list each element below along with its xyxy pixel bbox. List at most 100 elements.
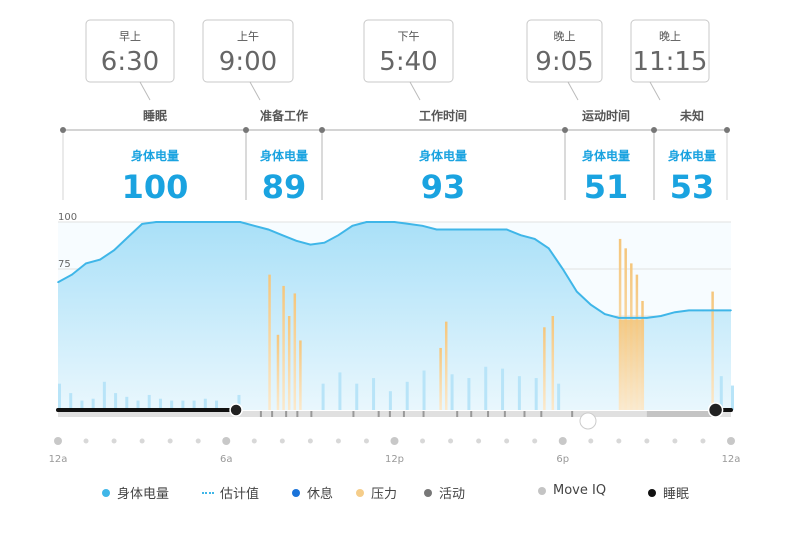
rest-bar	[192, 400, 196, 410]
legend-item: Move IQ	[538, 483, 606, 498]
x-tick-label: 12p	[385, 454, 404, 465]
body-battery-point	[505, 228, 508, 231]
activity-mark	[470, 411, 473, 417]
rest-bar	[534, 378, 538, 410]
body-battery-point	[604, 313, 606, 315]
legend-swatch	[424, 488, 432, 497]
stress-bar	[299, 340, 302, 410]
legend-label: 休息	[307, 487, 334, 502]
activity-mark	[571, 411, 574, 417]
rest-bar	[388, 391, 392, 410]
hour-tick	[195, 438, 201, 444]
legend-item: 身体电量	[102, 483, 169, 502]
activity-shoe-icon	[579, 412, 597, 430]
hour-tick	[644, 438, 650, 444]
x-tick-label: 6p	[556, 454, 569, 465]
body-battery-point	[449, 228, 452, 231]
callout-pointer	[649, 81, 661, 101]
body-battery-point	[71, 273, 73, 276]
rest-bar	[215, 400, 219, 410]
body-battery-point	[618, 317, 620, 319]
hour-tick	[279, 438, 285, 444]
rest-bar	[450, 374, 454, 410]
body-battery-point	[253, 224, 256, 227]
segment-activity: 睡眠	[143, 108, 167, 123]
plot-area: 255075100	[57, 212, 734, 410]
callout-time: 11:15	[633, 47, 708, 77]
stress-bar	[287, 316, 291, 410]
legend-swatch	[648, 488, 656, 497]
y-tick-label: 100	[58, 212, 77, 223]
hour-tick	[390, 437, 399, 445]
segment-activity: 未知	[679, 108, 704, 123]
hour-tick	[307, 438, 313, 444]
body-battery-point	[379, 221, 382, 223]
body-battery-point	[674, 311, 676, 314]
hour-tick	[83, 438, 89, 444]
stress-bar	[551, 316, 555, 410]
hour-tick	[476, 438, 482, 444]
time-callout: 晚上 11:15	[630, 19, 710, 101]
rest-bar	[321, 383, 325, 410]
body-battery-point	[393, 221, 396, 223]
body-battery-point	[169, 221, 171, 223]
stress-bar	[293, 293, 297, 410]
segment-metric-label: 身体电量	[260, 148, 308, 163]
rest-bar	[125, 396, 129, 410]
body-battery-point	[267, 228, 270, 231]
callout-time: 6:30	[101, 47, 159, 77]
legend-label: 估计值	[220, 487, 260, 502]
body-battery-point	[225, 221, 228, 223]
body-battery-point	[155, 221, 157, 223]
stress-bar	[268, 274, 271, 410]
rest-bar	[114, 393, 118, 410]
stress-bar	[439, 347, 442, 410]
callout-box	[630, 19, 710, 83]
legend-label: 睡眠	[663, 487, 690, 502]
stress-block	[618, 319, 645, 410]
body-battery-point	[141, 223, 143, 225]
activity-mark	[259, 411, 262, 417]
stress-bar	[282, 285, 285, 410]
body-battery-point	[491, 228, 494, 231]
body-battery-point	[730, 309, 732, 312]
rest-bar	[338, 372, 342, 410]
rest-bar	[731, 385, 734, 410]
callout-time: 9:05	[535, 47, 593, 77]
legend-item: 休息	[292, 483, 333, 502]
body-battery-point	[688, 309, 690, 312]
body-battery-point	[646, 317, 648, 319]
hour-tick	[558, 437, 567, 445]
body-battery-point	[575, 290, 578, 293]
time-callout: 上午 9:00	[202, 19, 294, 101]
body-battery-point	[351, 224, 354, 227]
callout-period: 晚上	[554, 30, 576, 43]
body-battery-point	[85, 262, 87, 265]
hour-tick	[251, 438, 257, 444]
activity-mark	[310, 411, 313, 417]
activity-mark	[377, 411, 380, 417]
activity-mark	[422, 411, 425, 417]
activity-mark	[503, 411, 506, 417]
segment-marker	[724, 127, 730, 133]
legend-label: 身体电量	[117, 487, 170, 502]
body-battery-point	[211, 221, 214, 223]
body-battery-point	[519, 234, 522, 236]
segment-metric-label: 身体电量	[131, 148, 179, 163]
body-battery-point	[561, 268, 564, 270]
x-tick-label: 6a	[220, 454, 233, 465]
hour-tick	[139, 438, 145, 444]
legend-swatch	[356, 488, 364, 497]
callout-box	[526, 19, 603, 83]
legend-item: 估计值	[202, 483, 259, 502]
legend-item: 压力	[356, 483, 397, 502]
stress-bar	[543, 327, 546, 410]
stress-bar	[711, 291, 714, 410]
legend-swatch	[292, 488, 300, 497]
hour-tick	[588, 438, 594, 444]
activity-mark	[296, 411, 299, 417]
activity-mark	[540, 411, 543, 417]
body-battery-point	[632, 317, 634, 319]
